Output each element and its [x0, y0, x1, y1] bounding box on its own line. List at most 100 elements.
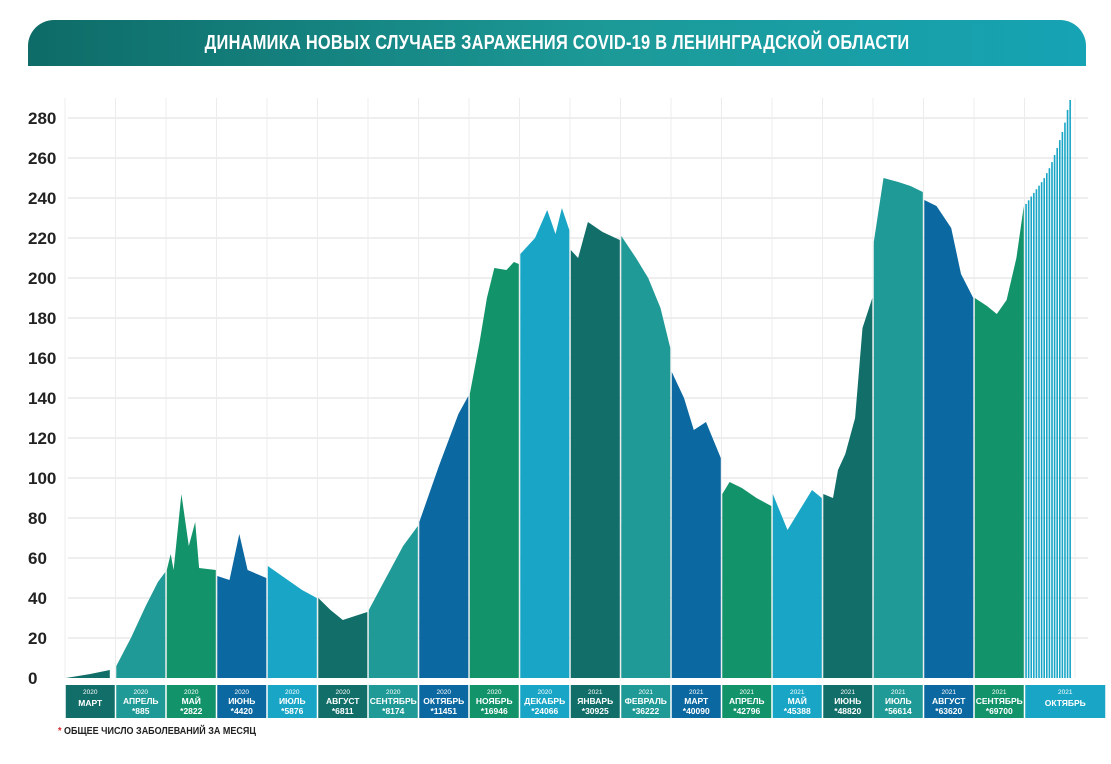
y-tick-label: 180 — [28, 309, 56, 328]
y-tick-label: 160 — [28, 349, 56, 368]
month-year: 2020 — [184, 689, 199, 696]
y-tick-label: 260 — [28, 149, 56, 168]
month-total: *24066 — [531, 706, 558, 716]
month-area-9 — [520, 208, 570, 678]
y-tick-label: 240 — [28, 189, 56, 208]
month-label-box — [116, 685, 166, 718]
month-area-2 — [166, 494, 216, 678]
month-total: *885 — [132, 706, 150, 716]
october-bar — [1064, 122, 1066, 679]
month-year: 2020 — [235, 689, 250, 696]
month-area-13 — [722, 482, 772, 678]
month-name: МАРТ — [684, 696, 709, 706]
month-total: *63620 — [935, 706, 962, 716]
month-name: МАЙ — [788, 695, 807, 706]
october-bar — [1043, 178, 1046, 678]
october-bar — [1066, 109, 1069, 678]
y-tick-label: 140 — [28, 389, 56, 408]
month-label-box — [419, 685, 469, 718]
area-series — [65, 100, 1071, 679]
month-year: 2021 — [992, 689, 1007, 696]
month-label-box — [267, 685, 317, 718]
y-tick-label: 20 — [28, 629, 47, 648]
month-year: 2020 — [134, 689, 149, 696]
month-label-box — [924, 685, 974, 718]
month-label-box — [621, 685, 671, 718]
title-bar: ДИНАМИКА НОВЫХ СЛУЧАЕВ ЗАРАЖЕНИЯ COVID-1… — [28, 20, 1086, 66]
month-total: *4420 — [231, 706, 253, 716]
month-label-box — [873, 685, 923, 718]
october-bar — [1048, 168, 1051, 678]
month-area-14 — [772, 490, 822, 678]
month-total: *2822 — [180, 706, 202, 716]
month-total: *45388 — [784, 706, 811, 716]
month-name: АПРЕЛЬ — [123, 696, 159, 706]
month-total: *16946 — [481, 706, 508, 716]
y-tick-label: 80 — [28, 509, 47, 528]
october-bar — [1058, 140, 1061, 678]
month-total: *42796 — [733, 706, 760, 716]
month-year: 2020 — [83, 689, 98, 696]
y-tick-label: 200 — [28, 269, 56, 288]
y-tick-label: 60 — [28, 549, 47, 568]
month-area-7 — [419, 396, 469, 678]
month-name: СЕНТЯБРЬ — [976, 696, 1023, 706]
month-name: АВГУСТ — [932, 696, 966, 706]
month-area-11 — [621, 236, 671, 678]
month-year: 2021 — [639, 689, 654, 696]
october-bar — [1030, 196, 1033, 678]
october-bar — [1040, 182, 1043, 678]
month-name: МАРТ — [78, 698, 103, 708]
october-bar — [1035, 189, 1038, 678]
month-year: 2021 — [740, 689, 755, 696]
october-bar — [1053, 155, 1056, 679]
month-name: НОЯБРЬ — [476, 696, 513, 706]
month-area-12 — [671, 372, 721, 678]
month-total: *5876 — [281, 706, 303, 716]
month-label-box — [823, 685, 873, 718]
month-name: ОКТЯБРЬ — [423, 696, 464, 706]
month-name: ИЮЛЬ — [885, 696, 912, 706]
footnote-text: ОБЩЕЕ ЧИСЛО ЗАБОЛЕВАНИЙ ЗА МЕСЯЦ — [64, 726, 256, 737]
month-name: ИЮЛЬ — [279, 696, 306, 706]
month-total: *36222 — [632, 706, 659, 716]
month-total: *11451 — [431, 706, 458, 716]
month-total: *40090 — [683, 706, 710, 716]
y-tick-label: 40 — [28, 589, 47, 608]
month-area-4 — [267, 566, 317, 678]
month-area-16 — [873, 178, 923, 678]
month-area-3 — [217, 534, 267, 678]
y-tick-label: 280 — [28, 109, 56, 128]
month-name: ЯНВАРЬ — [577, 696, 613, 706]
month-area-8 — [469, 262, 519, 678]
month-label-box — [318, 685, 368, 718]
month-label-box — [570, 685, 620, 718]
month-name: ИЮНЬ — [834, 696, 861, 706]
y-axis-ticks: 0 20 40 60 80 100 120 140 160 180 200 220 240 260 280 — [28, 109, 56, 688]
month-year: 2020 — [336, 689, 351, 696]
month-label-box — [772, 685, 822, 718]
month-name: ДЕКАБРЬ — [524, 696, 565, 706]
month-label-box — [166, 685, 216, 718]
october-bar — [1056, 147, 1058, 678]
month-total: *30925 — [582, 706, 609, 716]
month-year: 2020 — [386, 689, 401, 696]
month-total: *6811 — [332, 706, 354, 716]
month-label-box — [217, 685, 267, 718]
month-label-box — [722, 685, 772, 718]
y-tick-label: 120 — [28, 429, 56, 448]
month-label-box — [671, 685, 721, 718]
month-year: 2021 — [790, 689, 805, 696]
month-label-box — [974, 685, 1024, 718]
month-year: 2021 — [841, 689, 856, 696]
month-area-18 — [974, 206, 1024, 678]
footnote-star: * — [58, 726, 62, 737]
october-bar — [1069, 100, 1071, 678]
month-area-1 — [116, 572, 166, 678]
october-bar — [1046, 173, 1048, 678]
month-area-17 — [924, 200, 974, 678]
footnote: * ОБЩЕЕ ЧИСЛО ЗАБОЛЕВАНИЙ ЗА МЕСЯЦ — [58, 726, 256, 737]
month-year: 2020 — [437, 689, 452, 696]
october-bar — [1033, 192, 1035, 678]
y-tick-label: 220 — [28, 229, 56, 248]
